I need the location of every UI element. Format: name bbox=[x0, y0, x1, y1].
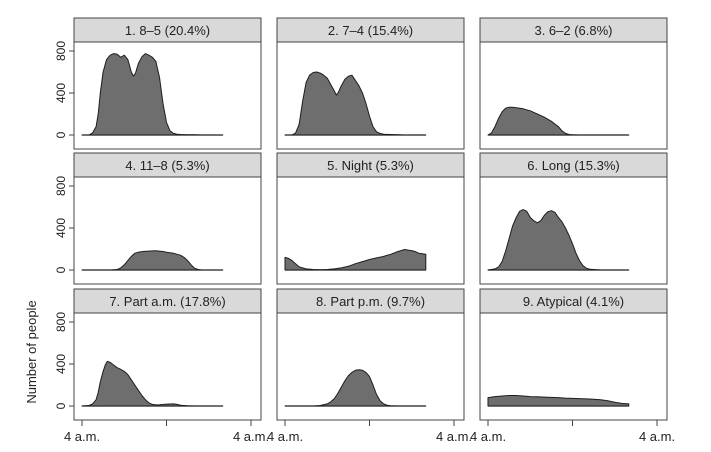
series-area bbox=[487, 395, 630, 407]
y-tick-label: 400 bbox=[54, 354, 68, 374]
series-area bbox=[487, 209, 630, 271]
panel-title: 3. 6–2 (6.8%) bbox=[534, 23, 612, 38]
panel-9: 9. Atypical (4.1%) 4 a.m. 4 a.m. bbox=[470, 288, 675, 444]
series-area bbox=[81, 360, 224, 407]
panel-title-strip bbox=[479, 17, 668, 43]
y-tick-label: 400 bbox=[54, 83, 68, 103]
y-tick-label: 400 bbox=[54, 218, 68, 238]
panel-title: 2. 7–4 (15.4%) bbox=[328, 23, 413, 38]
panel-8: 8. Part p.m. (9.7%) 4 a.m. 4 a.m. bbox=[267, 288, 472, 444]
panel-title: 4. 11–8 (5.3%) bbox=[125, 158, 209, 173]
panel-5: 5. Night (5.3%) bbox=[276, 152, 465, 285]
panel-6: 6. Long (15.3%) bbox=[479, 152, 668, 285]
x-tick-label: 4 a.m. bbox=[267, 429, 303, 444]
panel-4: 4. 11–8 (5.3%) 0 400 800 bbox=[54, 152, 262, 285]
panel-title: 9. Atypical (4.1%) bbox=[523, 294, 624, 309]
y-tick-label: 800 bbox=[54, 176, 68, 196]
panel-title: 7. Part a.m. (17.8%) bbox=[109, 294, 225, 309]
x-tick-label: 4 a.m. bbox=[436, 429, 472, 444]
series-area bbox=[284, 71, 427, 136]
panel-title-strip bbox=[73, 17, 262, 43]
y-tick-label: 0 bbox=[54, 402, 68, 409]
x-tick-label: 4 a.m. bbox=[470, 429, 506, 444]
panel-3: 3. 6–2 (6.8%) bbox=[479, 17, 668, 150]
y-tick-label: 800 bbox=[54, 312, 68, 332]
panel-1: 1. 8–5 (20.4%) 0 400 800 bbox=[54, 17, 262, 150]
panel-title-strip bbox=[276, 152, 465, 178]
panel-title-strip bbox=[73, 288, 262, 314]
y-axis-label: Number of people bbox=[24, 300, 39, 403]
x-tick-label: 4 a.m. bbox=[639, 429, 675, 444]
panel-title-strip bbox=[479, 288, 668, 314]
x-tick-label: 4 a.m. bbox=[64, 429, 100, 444]
panel-title: 1. 8–5 (20.4%) bbox=[125, 23, 210, 38]
panel-title-strip bbox=[276, 288, 465, 314]
series-area bbox=[284, 249, 427, 271]
series-area bbox=[81, 250, 224, 271]
series-area bbox=[284, 369, 427, 407]
panel-title-strip bbox=[73, 152, 262, 178]
panel-title: 5. Night (5.3%) bbox=[327, 158, 414, 173]
x-tick-label: 4 a.m. bbox=[233, 429, 269, 444]
series-area bbox=[81, 53, 224, 136]
panel-title-strip bbox=[479, 152, 668, 178]
panel-2: 2. 7–4 (15.4%) bbox=[276, 17, 465, 150]
y-tick-label: 0 bbox=[54, 131, 68, 138]
panel-7: 7. Part a.m. (17.8%) 0 400 800 4 a.m. 4 a.m. bbox=[54, 288, 269, 444]
panel-title: 8. Part p.m. (9.7%) bbox=[316, 294, 425, 309]
series-area bbox=[487, 106, 630, 136]
y-tick-label: 800 bbox=[54, 41, 68, 61]
panel-title-strip bbox=[276, 17, 465, 43]
panel-title: 6. Long (15.3%) bbox=[527, 158, 620, 173]
y-tick-label: 0 bbox=[54, 266, 68, 273]
